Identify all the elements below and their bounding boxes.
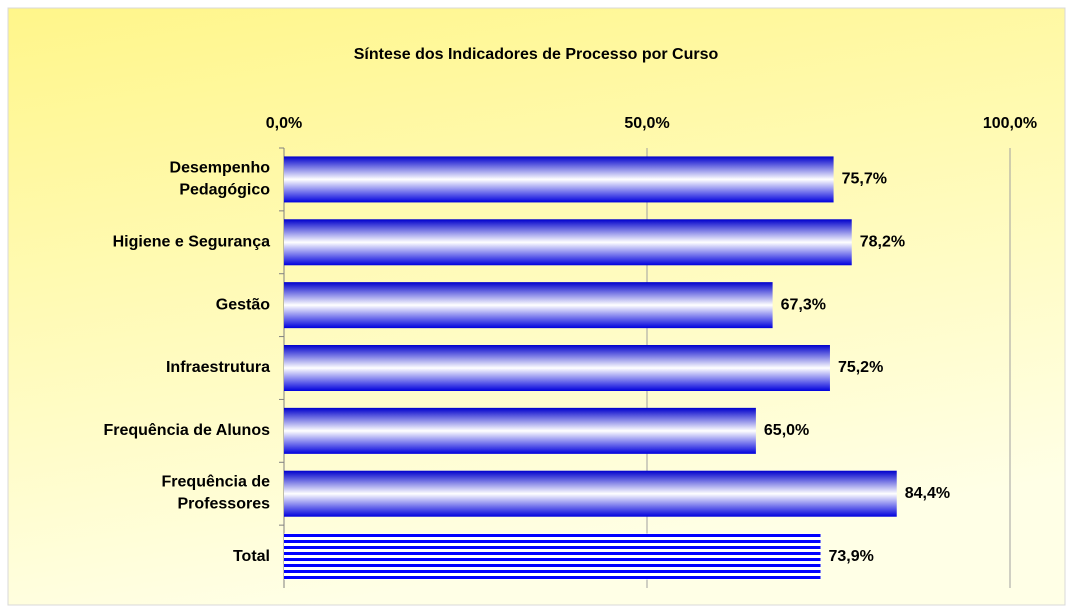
data-label: 75,2% [838, 359, 883, 376]
data-label: 84,4% [905, 485, 950, 502]
y-tick-label: Desempenho Pedagógico [170, 160, 271, 199]
x-tick-label: 0,0% [266, 115, 302, 132]
bar [284, 470, 897, 517]
data-label: 67,3% [781, 296, 826, 313]
bar [284, 407, 756, 454]
bar [284, 533, 821, 580]
y-tick-label: Gestão [216, 296, 270, 313]
bar [284, 156, 834, 203]
x-tick-label: 100,0% [983, 115, 1037, 132]
y-tick-label: Infraestrutura [166, 359, 270, 376]
y-tick-label: Frequência de Professores [162, 474, 271, 513]
bar [284, 219, 852, 266]
data-label: 73,9% [829, 548, 874, 565]
data-label: 75,7% [842, 171, 887, 188]
data-label: 65,0% [764, 422, 809, 439]
y-tick-label: Total [233, 548, 270, 565]
y-tick-label: Frequência de Alunos [103, 422, 270, 439]
chart-title: Síntese dos Indicadores de Processo por … [354, 46, 719, 63]
bar [284, 345, 830, 391]
data-label: 78,2% [860, 234, 905, 251]
x-tick-label: 50,0% [624, 115, 669, 132]
bar [284, 282, 773, 329]
y-tick-label: Higiene e Segurança [113, 234, 270, 251]
